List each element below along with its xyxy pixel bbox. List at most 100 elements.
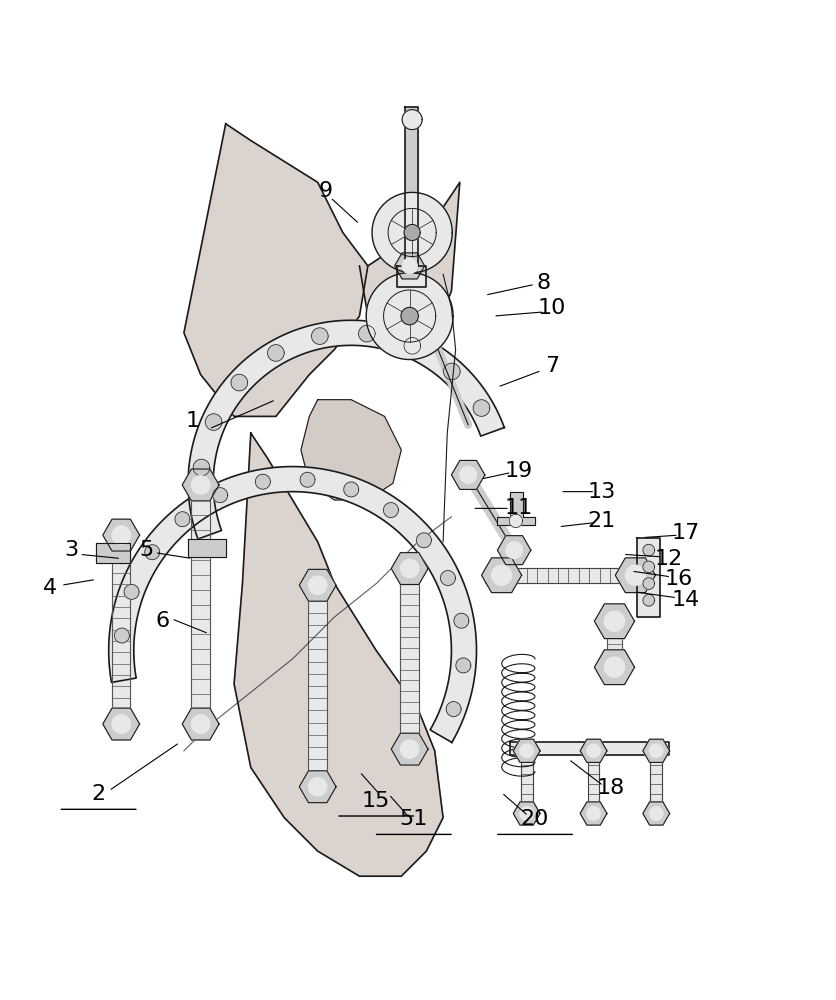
Circle shape — [268, 345, 284, 361]
Circle shape — [175, 512, 190, 527]
Text: 14: 14 — [671, 590, 700, 610]
Polygon shape — [580, 739, 607, 762]
Polygon shape — [497, 492, 535, 525]
Polygon shape — [580, 802, 607, 825]
Circle shape — [402, 110, 422, 130]
Text: 6: 6 — [156, 611, 170, 631]
Circle shape — [300, 472, 315, 487]
Circle shape — [124, 584, 139, 599]
Circle shape — [193, 459, 210, 476]
Polygon shape — [513, 802, 540, 825]
Polygon shape — [359, 182, 460, 358]
Text: 11: 11 — [504, 498, 533, 518]
Polygon shape — [191, 500, 210, 709]
Circle shape — [650, 744, 663, 757]
Circle shape — [308, 576, 327, 594]
Circle shape — [145, 545, 160, 560]
Circle shape — [404, 224, 421, 241]
Text: 19: 19 — [504, 461, 533, 481]
Polygon shape — [521, 755, 533, 814]
Text: 21: 21 — [588, 511, 616, 531]
Circle shape — [255, 474, 270, 489]
Text: 7: 7 — [545, 356, 558, 376]
Text: 13: 13 — [588, 482, 616, 502]
Circle shape — [401, 307, 418, 325]
Circle shape — [506, 542, 522, 559]
Text: 1: 1 — [186, 411, 199, 431]
Circle shape — [650, 807, 663, 820]
Text: 10: 10 — [538, 298, 566, 318]
Text: 15: 15 — [362, 791, 390, 811]
Polygon shape — [650, 755, 662, 814]
Circle shape — [454, 613, 469, 628]
Circle shape — [112, 715, 130, 733]
Circle shape — [384, 503, 399, 518]
Polygon shape — [299, 569, 336, 601]
Polygon shape — [497, 536, 531, 565]
Polygon shape — [188, 539, 226, 557]
Polygon shape — [234, 433, 443, 876]
Circle shape — [520, 807, 533, 820]
Circle shape — [231, 374, 247, 391]
Polygon shape — [182, 708, 219, 740]
Polygon shape — [594, 650, 635, 685]
Circle shape — [587, 744, 600, 757]
Circle shape — [643, 578, 655, 589]
Polygon shape — [451, 460, 485, 489]
Polygon shape — [482, 558, 522, 593]
Text: 4: 4 — [43, 578, 57, 598]
Circle shape — [308, 778, 327, 796]
Polygon shape — [588, 755, 599, 814]
Circle shape — [456, 658, 471, 673]
Circle shape — [460, 467, 477, 483]
Polygon shape — [637, 538, 660, 617]
Circle shape — [446, 702, 461, 717]
Text: 8: 8 — [537, 273, 550, 293]
Circle shape — [400, 740, 419, 758]
Circle shape — [643, 594, 655, 606]
Circle shape — [473, 400, 490, 416]
Polygon shape — [391, 553, 428, 584]
Polygon shape — [513, 739, 540, 762]
Text: 16: 16 — [665, 569, 693, 589]
Polygon shape — [510, 742, 669, 755]
Polygon shape — [103, 708, 140, 740]
Circle shape — [344, 482, 359, 497]
Polygon shape — [96, 543, 130, 563]
Circle shape — [492, 565, 512, 585]
Polygon shape — [299, 771, 336, 803]
Circle shape — [625, 565, 645, 585]
Text: 51: 51 — [400, 809, 428, 829]
Circle shape — [587, 807, 600, 820]
Circle shape — [402, 258, 417, 273]
Polygon shape — [643, 739, 670, 762]
Circle shape — [520, 744, 533, 757]
Circle shape — [643, 544, 655, 556]
Circle shape — [191, 715, 210, 733]
Polygon shape — [615, 558, 655, 593]
Polygon shape — [301, 400, 401, 500]
Polygon shape — [485, 568, 652, 583]
Polygon shape — [103, 519, 140, 551]
Polygon shape — [112, 550, 130, 709]
Polygon shape — [182, 469, 219, 501]
Circle shape — [604, 657, 624, 677]
Circle shape — [112, 526, 130, 544]
Polygon shape — [400, 584, 419, 734]
Text: 3: 3 — [64, 540, 78, 560]
Circle shape — [509, 514, 522, 528]
Circle shape — [372, 192, 452, 273]
Circle shape — [441, 571, 456, 586]
Text: 2: 2 — [92, 784, 105, 804]
Polygon shape — [607, 621, 622, 667]
Circle shape — [443, 363, 460, 380]
Circle shape — [206, 414, 222, 430]
Text: 9: 9 — [319, 181, 333, 201]
Circle shape — [404, 337, 421, 354]
Circle shape — [416, 533, 431, 548]
Circle shape — [212, 488, 227, 503]
Polygon shape — [184, 124, 368, 416]
Polygon shape — [594, 604, 635, 639]
Polygon shape — [397, 266, 426, 287]
Text: 18: 18 — [596, 778, 624, 798]
